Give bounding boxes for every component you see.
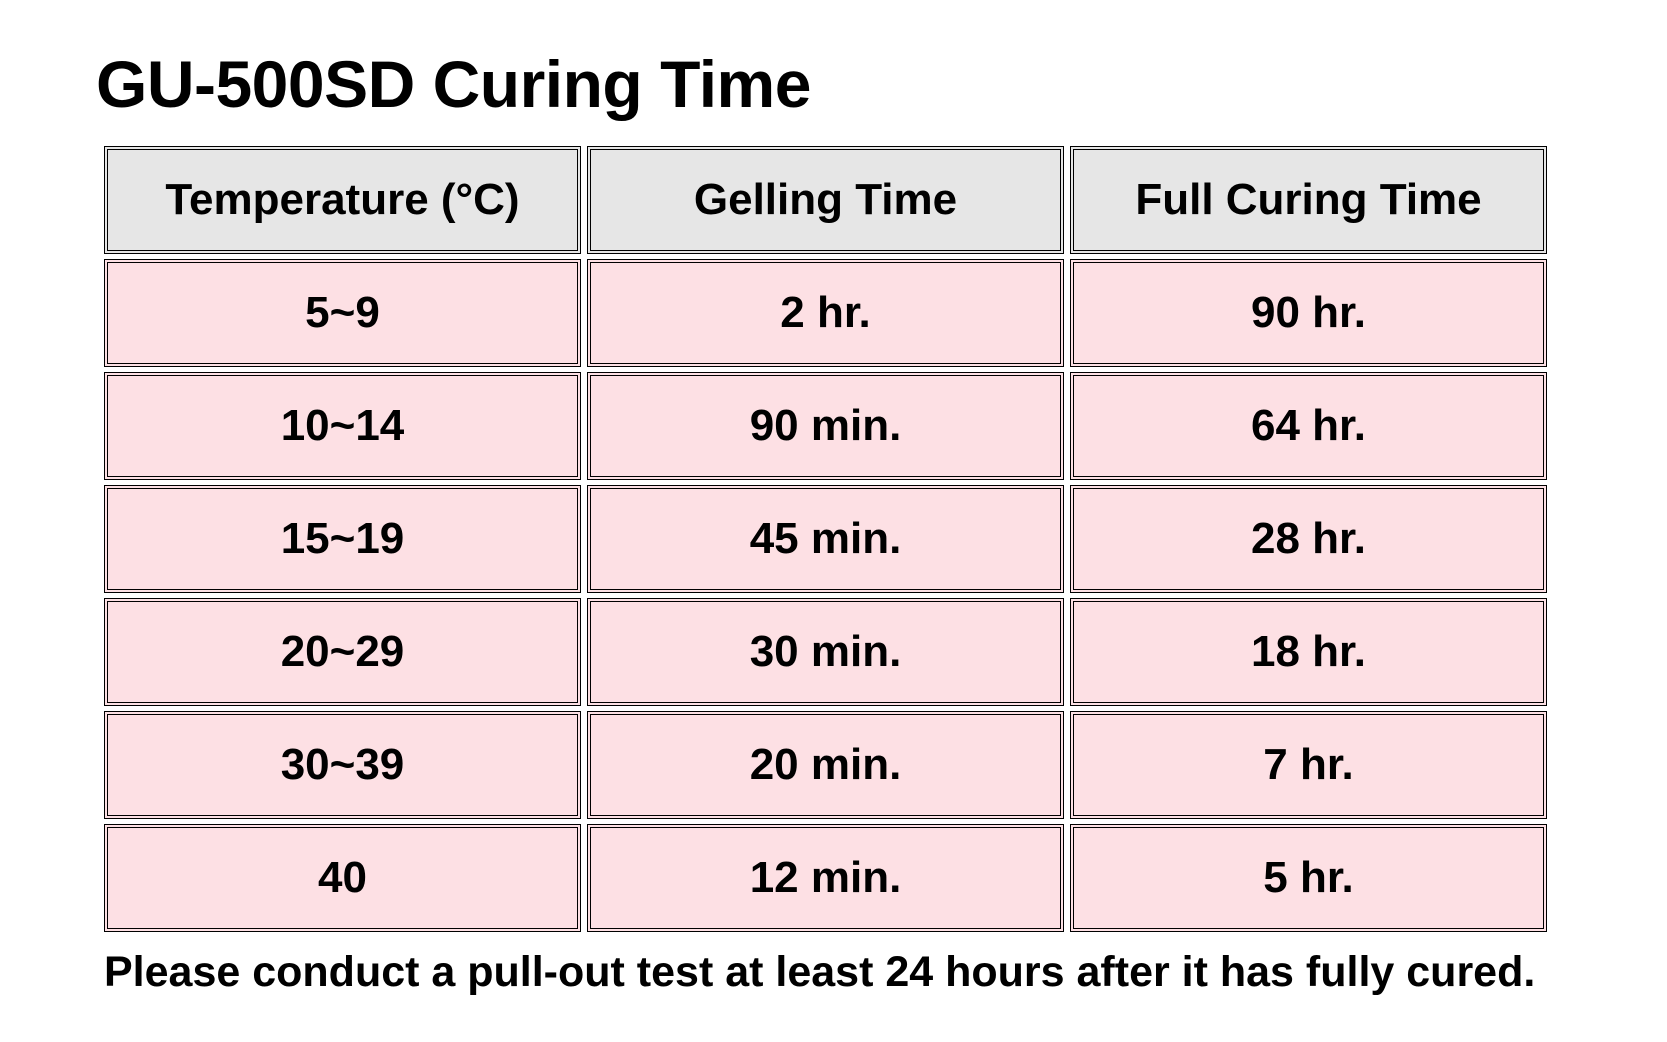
table-cell-temperature: 20~29 — [104, 598, 581, 706]
table-cell-temperature: 40 — [104, 824, 581, 932]
footnote: Please conduct a pull-out test at least … — [104, 948, 1536, 996]
header-gelling-time: Gelling Time — [587, 146, 1064, 254]
table-cell-full-curing-time: 90 hr. — [1070, 259, 1547, 367]
header-full-curing-time: Full Curing Time — [1070, 146, 1547, 254]
table-cell-temperature: 5~9 — [104, 259, 581, 367]
table-cell-gelling-time: 45 min. — [587, 485, 1064, 593]
table-cell-gelling-time: 90 min. — [587, 372, 1064, 480]
curing-time-table: Temperature (°C) Gelling Time Full Curin… — [104, 146, 1548, 932]
table-cell-full-curing-time: 28 hr. — [1070, 485, 1547, 593]
table-cell-temperature: 15~19 — [104, 485, 581, 593]
table-cell-full-curing-time: 5 hr. — [1070, 824, 1547, 932]
table-cell-full-curing-time: 7 hr. — [1070, 711, 1547, 819]
table-cell-full-curing-time: 64 hr. — [1070, 372, 1547, 480]
page-title: GU-500SD Curing Time — [96, 47, 811, 121]
table-cell-gelling-time: 30 min. — [587, 598, 1064, 706]
header-temperature: Temperature (°C) — [104, 146, 581, 254]
table-cell-temperature: 10~14 — [104, 372, 581, 480]
table-cell-gelling-time: 12 min. — [587, 824, 1064, 932]
table-cell-gelling-time: 2 hr. — [587, 259, 1064, 367]
table-cell-full-curing-time: 18 hr. — [1070, 598, 1547, 706]
table-cell-gelling-time: 20 min. — [587, 711, 1064, 819]
table-cell-temperature: 30~39 — [104, 711, 581, 819]
